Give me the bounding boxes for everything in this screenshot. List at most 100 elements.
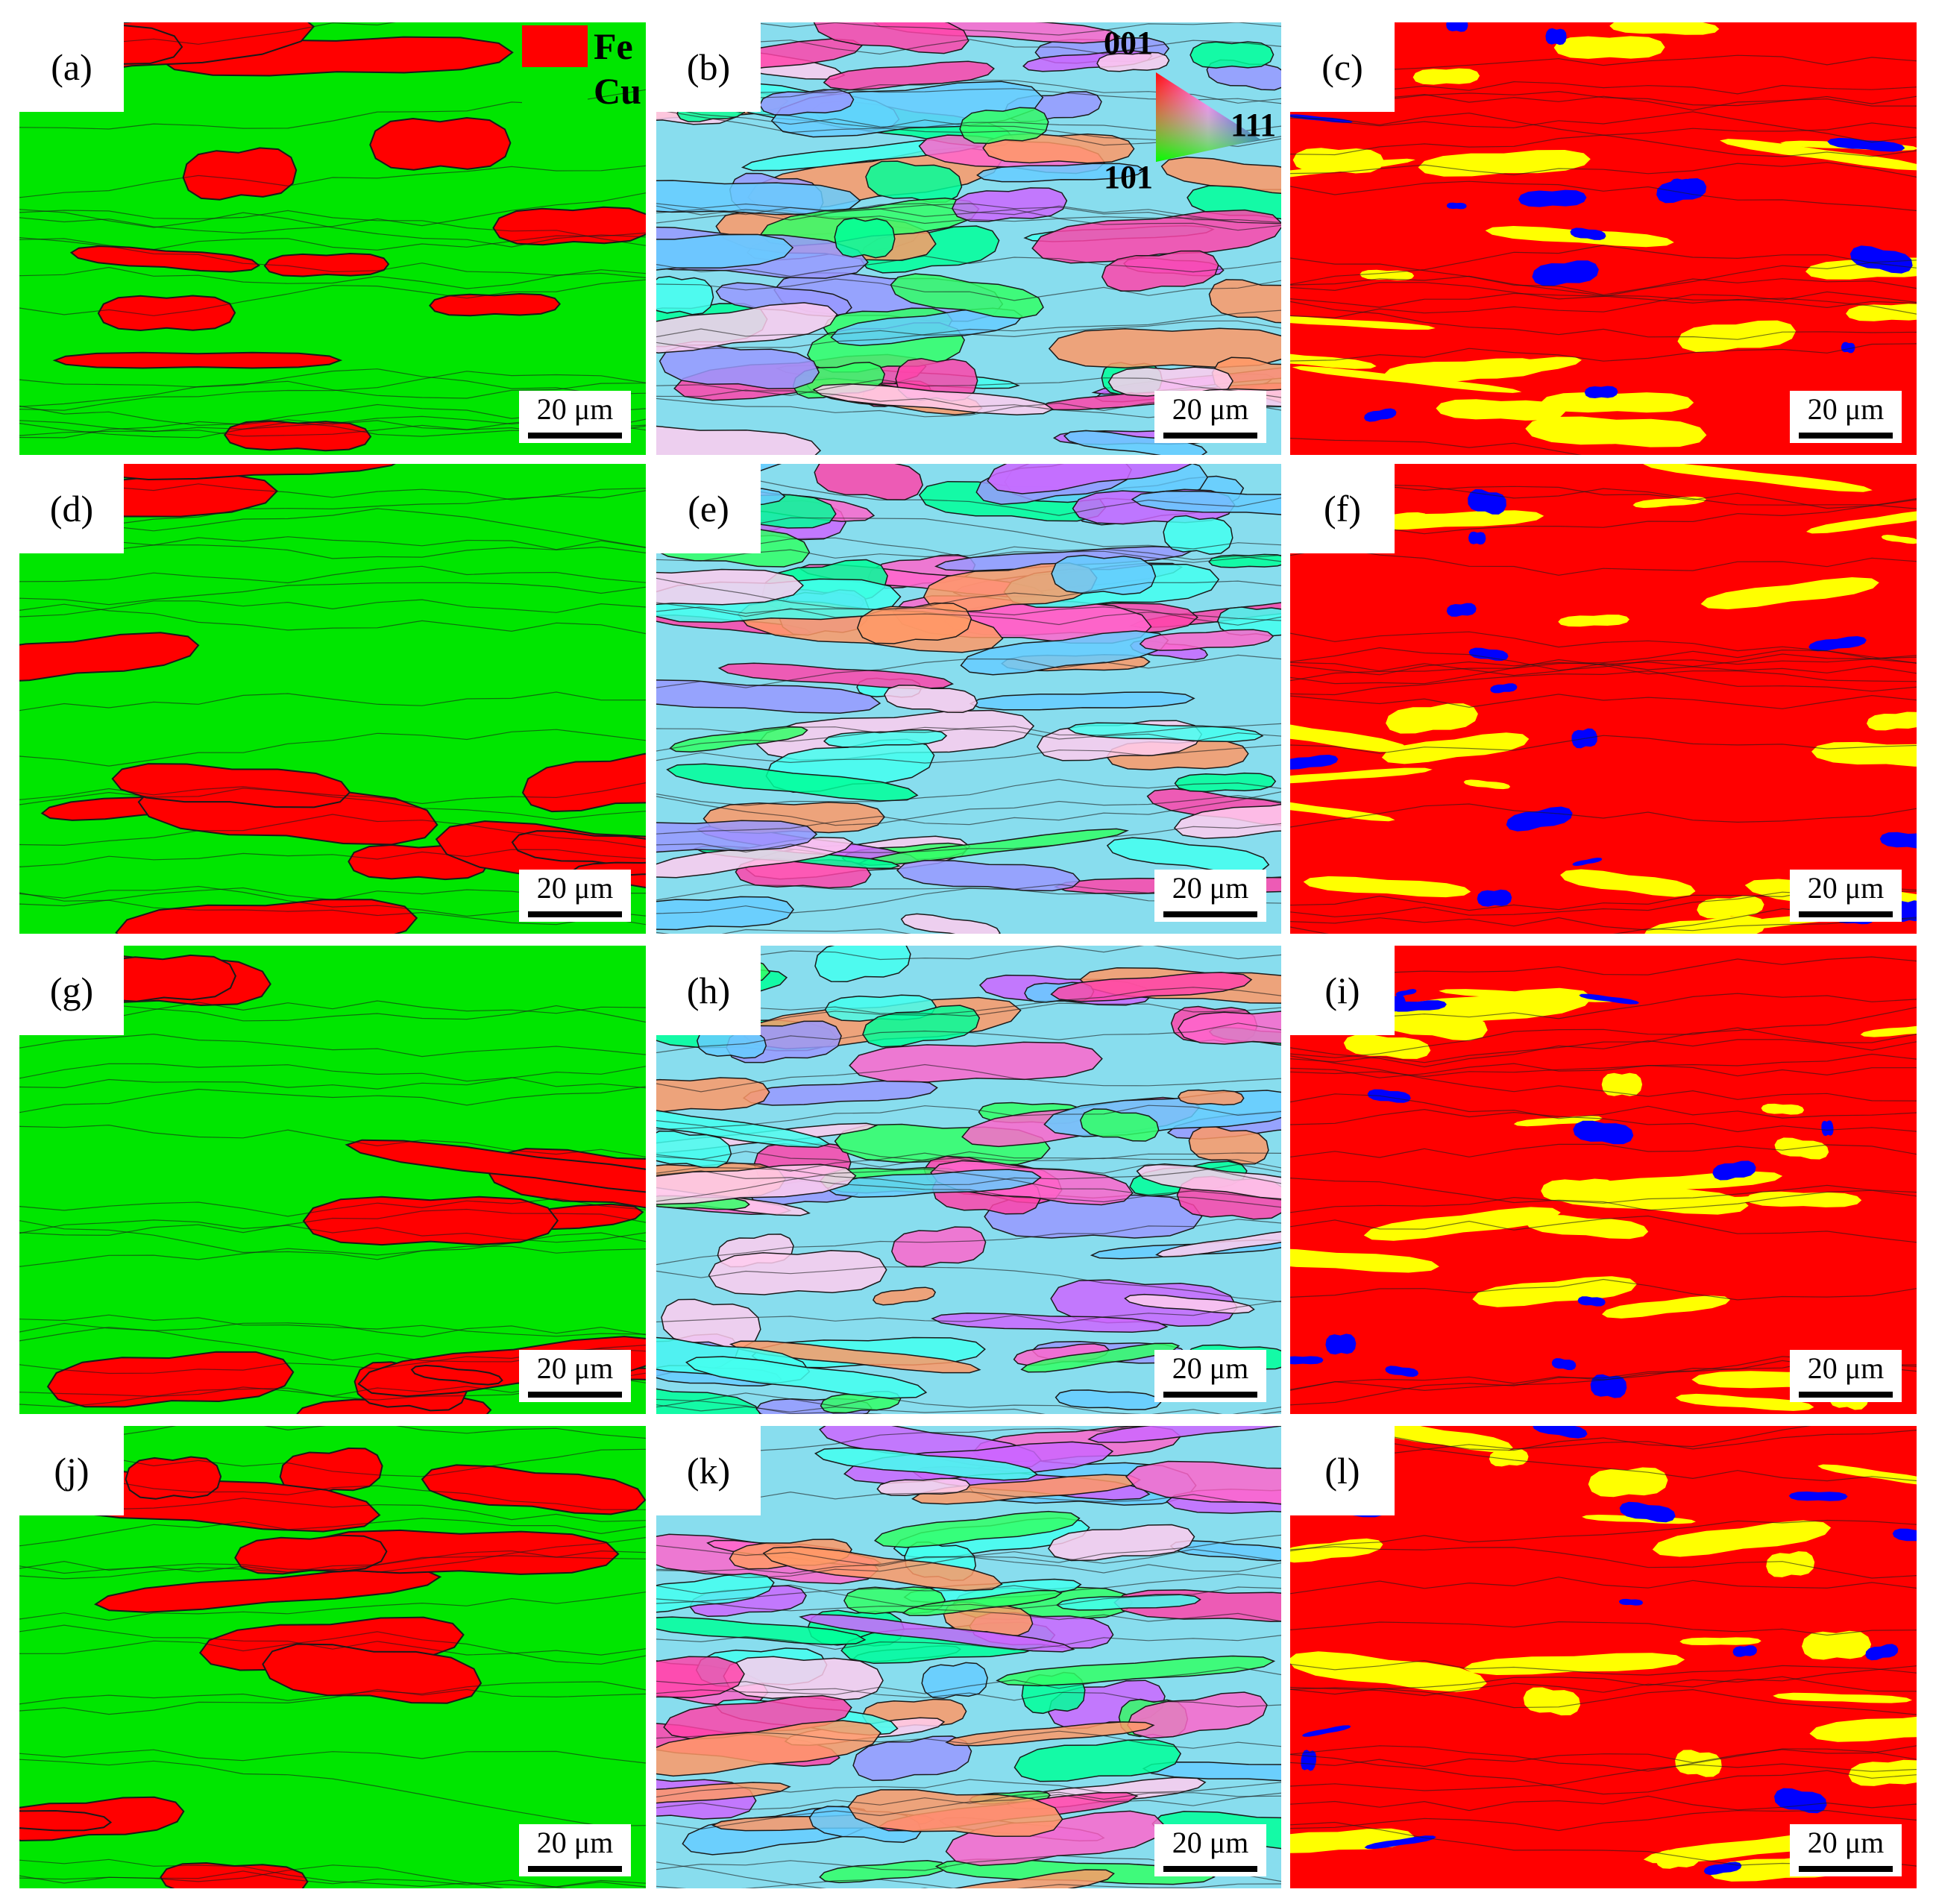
orientation-grain bbox=[1079, 1108, 1160, 1142]
orientation-grain bbox=[1186, 185, 1281, 220]
orientation-grain bbox=[873, 1286, 937, 1306]
grain-boundary-line bbox=[1290, 162, 1917, 178]
scale-bar-text: 20 μm bbox=[1172, 1351, 1249, 1385]
blue-region bbox=[1577, 1296, 1606, 1307]
scale-bar-line bbox=[1799, 911, 1893, 917]
orientation-grain bbox=[656, 302, 838, 354]
grain-boundary-line bbox=[1290, 1763, 1917, 1791]
yellow-region bbox=[1774, 1137, 1829, 1160]
kam-map-i bbox=[1290, 946, 1917, 1414]
fe-grain bbox=[224, 420, 372, 452]
grain-boundary-line bbox=[656, 1119, 1281, 1169]
grain-boundary-line bbox=[1290, 81, 1917, 95]
grain-boundary-line bbox=[656, 1163, 1281, 1186]
blue-region bbox=[1827, 137, 1905, 152]
panel-d: (d) 20 μm bbox=[19, 464, 646, 934]
grain-boundary-line bbox=[1290, 301, 1917, 340]
orientation-grain bbox=[931, 1313, 1169, 1333]
fe-grain bbox=[421, 1464, 646, 1515]
yellow-region bbox=[1675, 1750, 1722, 1777]
fe-grain bbox=[111, 763, 351, 808]
grain-boundary-line bbox=[19, 371, 646, 411]
yellow-region bbox=[1675, 1393, 1814, 1411]
grain-boundary-line bbox=[1290, 291, 1917, 318]
orientation-grain bbox=[656, 896, 794, 931]
scale-bar-b: 20 μm bbox=[1154, 391, 1266, 443]
orientation-grain bbox=[1188, 1126, 1269, 1165]
orientation-grain bbox=[945, 1810, 1166, 1867]
fe-grain bbox=[19, 1809, 113, 1832]
fe-grain bbox=[19, 632, 200, 682]
orientation-grain bbox=[656, 1573, 775, 1613]
orientation-grain bbox=[1101, 250, 1219, 292]
orientation-grain bbox=[1178, 1011, 1281, 1045]
yellow-region bbox=[1601, 1072, 1643, 1096]
orientation-grain bbox=[921, 1662, 988, 1699]
grain-boundary-line bbox=[19, 565, 646, 584]
grain-boundary-line bbox=[656, 928, 911, 934]
grain-boundary-line bbox=[19, 165, 646, 198]
blue-region bbox=[1892, 1528, 1917, 1542]
scale-bar-text: 20 μm bbox=[1172, 392, 1249, 426]
orientation-grain bbox=[1054, 1389, 1162, 1410]
orientation-grain bbox=[1163, 515, 1233, 555]
grain-boundary-line bbox=[1290, 631, 1917, 664]
grain-boundary-line bbox=[656, 1002, 1281, 1019]
orientation-grain bbox=[813, 22, 969, 54]
blue-region bbox=[1712, 1160, 1756, 1181]
grain-boundary-line bbox=[1290, 1753, 1917, 1795]
orientation-grain bbox=[896, 859, 1081, 892]
blue-region bbox=[1573, 1120, 1634, 1145]
orientation-grain bbox=[708, 1250, 887, 1295]
grain-boundary-line bbox=[19, 380, 646, 407]
grain-boundary-line bbox=[1290, 803, 1917, 828]
grain-boundary-line bbox=[19, 1550, 646, 1571]
grain-boundary-line bbox=[19, 209, 646, 248]
yellow-region bbox=[1541, 1178, 1619, 1201]
orientation-grain bbox=[1189, 41, 1274, 69]
grain-boundary-line bbox=[19, 1624, 646, 1656]
grain-boundary-line bbox=[1290, 1143, 1917, 1158]
grain-boundary-line bbox=[1290, 93, 1917, 111]
blue-region bbox=[1788, 1491, 1848, 1501]
grain-boundary-line bbox=[19, 1859, 646, 1888]
yellow-region bbox=[1343, 1034, 1431, 1059]
legend-swatch-cu bbox=[522, 70, 588, 112]
yellow-region bbox=[1363, 1207, 1561, 1241]
grain-boundary-line bbox=[19, 1426, 646, 1440]
yellow-region bbox=[1881, 535, 1917, 544]
yellow-region bbox=[1677, 320, 1797, 352]
orientation-grain bbox=[656, 425, 822, 455]
grain-boundary-line bbox=[656, 1151, 1281, 1168]
orientation-grain bbox=[900, 913, 1001, 934]
panel-label-e: (e) bbox=[656, 464, 761, 553]
orientation-grain bbox=[873, 1510, 1081, 1548]
phase-map-g bbox=[19, 946, 646, 1414]
grain-boundary-line bbox=[19, 232, 646, 251]
blue-region bbox=[1518, 189, 1587, 207]
grain-boundary-line bbox=[1290, 343, 1917, 362]
yellow-region bbox=[1360, 269, 1415, 280]
ipf-label-001: 001 bbox=[1104, 25, 1153, 61]
scale-bar-i: 20 μm bbox=[1790, 1350, 1902, 1402]
legend-label-fe: Fe bbox=[594, 25, 633, 67]
grain-boundary-line bbox=[1290, 670, 1917, 696]
grain-boundary-line bbox=[1290, 478, 1917, 509]
grain-boundary-line bbox=[19, 788, 646, 820]
grain-boundary-line bbox=[1290, 653, 1917, 676]
grain-boundary-line bbox=[1290, 993, 1917, 1019]
yellow-region bbox=[1290, 802, 1395, 822]
grain-boundary-line bbox=[19, 1688, 646, 1715]
fe-grain bbox=[492, 206, 646, 246]
orientation-grain bbox=[876, 1477, 971, 1496]
orientation-grain bbox=[656, 1782, 791, 1804]
blue-region bbox=[1290, 1356, 1324, 1365]
scale-bar-h: 20 μm bbox=[1154, 1350, 1266, 1402]
scale-bar-f: 20 μm bbox=[1790, 870, 1902, 922]
grain-boundary-line bbox=[19, 536, 646, 553]
orientation-grain bbox=[1087, 1426, 1281, 1443]
yellow-region bbox=[1700, 577, 1879, 609]
grain-boundary-line bbox=[1290, 647, 1917, 671]
blue-region bbox=[1468, 647, 1509, 661]
grain-boundary-line bbox=[656, 1398, 1281, 1414]
